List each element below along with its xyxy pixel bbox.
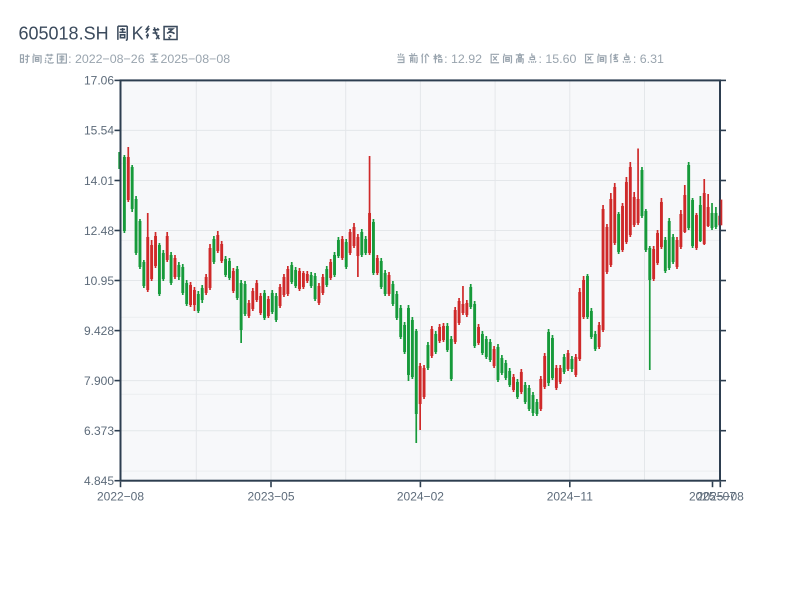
svg-text:2023−05: 2023−05 bbox=[247, 490, 294, 504]
svg-text:2024−11: 2024−11 bbox=[547, 490, 593, 504]
svg-text:: 12.92: : 12.92 bbox=[444, 52, 482, 66]
svg-text:7.900: 7.900 bbox=[84, 374, 114, 388]
svg-text:: 6.31: : 6.31 bbox=[633, 52, 664, 66]
svg-text:6.373: 6.373 bbox=[84, 424, 114, 438]
svg-text:2025−07: 2025−07 bbox=[689, 490, 736, 504]
svg-text:: 2022−08−26: : 2022−08−26 bbox=[68, 52, 145, 66]
svg-text:14.01: 14.01 bbox=[84, 174, 114, 188]
svg-text:: 15.60: : 15.60 bbox=[539, 52, 577, 66]
svg-text:4.845: 4.845 bbox=[84, 474, 114, 488]
svg-text:605018.SH: 605018.SH bbox=[19, 24, 109, 44]
svg-text:12.48: 12.48 bbox=[84, 224, 114, 238]
svg-text:9.428: 9.428 bbox=[84, 324, 114, 338]
svg-text:K: K bbox=[132, 24, 144, 44]
svg-text:17.06: 17.06 bbox=[84, 74, 114, 88]
svg-text:2024−02: 2024−02 bbox=[397, 490, 444, 504]
svg-text:10.95: 10.95 bbox=[84, 274, 114, 288]
svg-text:15.54: 15.54 bbox=[84, 124, 114, 138]
svg-text:2025−08: 2025−08 bbox=[697, 490, 744, 504]
svg-text:2022−08: 2022−08 bbox=[97, 490, 144, 504]
svg-text:2025−08−08: 2025−08−08 bbox=[161, 52, 231, 66]
